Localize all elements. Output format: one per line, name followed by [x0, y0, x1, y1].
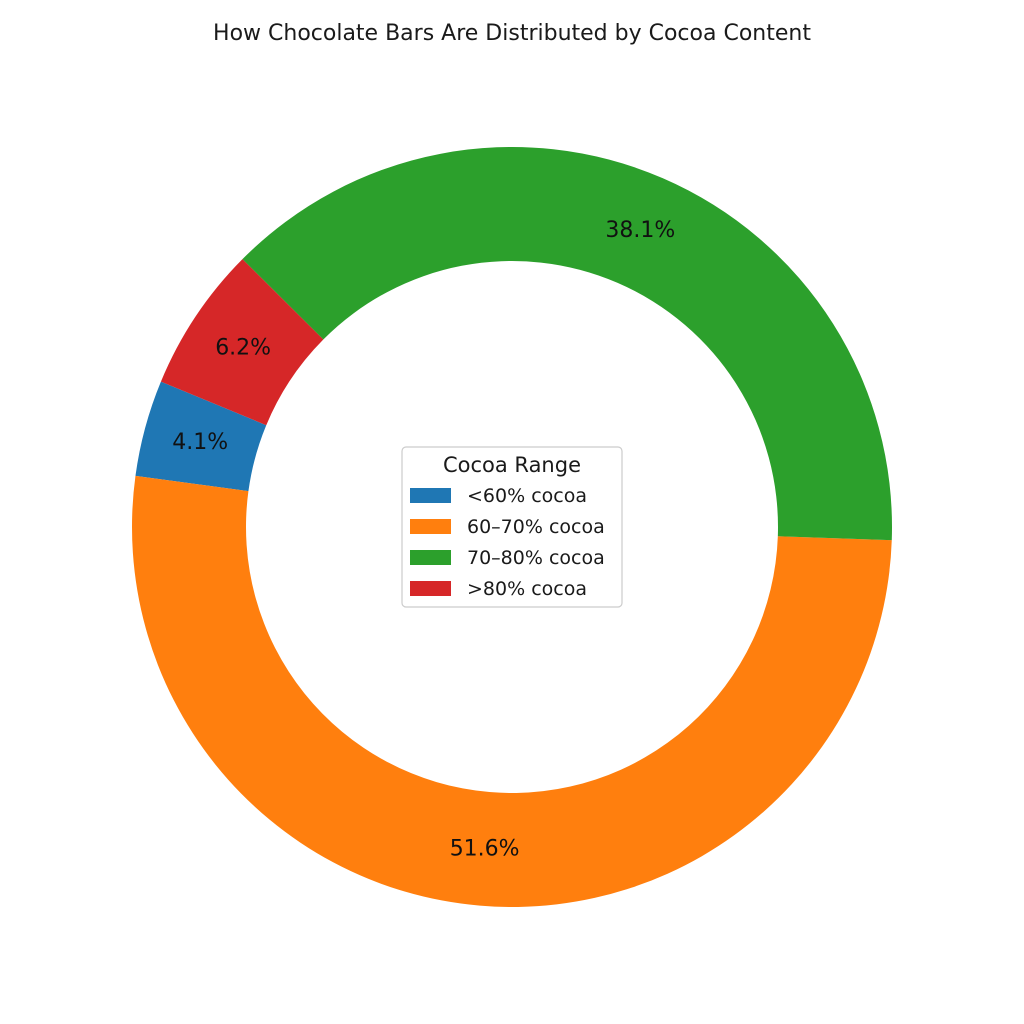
legend-swatch-1 — [410, 519, 451, 534]
legend-frame — [401, 446, 623, 608]
slice-3 — [160, 259, 324, 426]
legend-swatch-0 — [410, 488, 451, 503]
percent-labels: 4.1% 51.6% 38.1% 6.2% — [172, 218, 675, 861]
legend-items: <60% cocoa 60–70% cocoa 70–80% cocoa >80% c… — [410, 485, 605, 600]
chart-title: How Chocolate Bars Are Distributed by Co… — [213, 21, 811, 46]
legend-swatch-3 — [410, 581, 451, 596]
percent-label-2: 38.1% — [605, 218, 675, 243]
donut-slices — [132, 146, 892, 907]
legend: Cocoa Range <60% cocoa 60–70% cocoa 70–80%… — [401, 446, 623, 608]
legend-label-2: 70–80% cocoa — [467, 547, 605, 569]
legend-label-0: <60% cocoa — [467, 485, 587, 507]
slice-1 — [132, 475, 892, 907]
percent-label-0: 4.1% — [172, 430, 228, 455]
slice-2 — [242, 146, 892, 541]
legend-swatch-2 — [410, 550, 451, 565]
slice-0 — [135, 381, 267, 492]
legend-label-1: 60–70% cocoa — [467, 516, 605, 538]
percent-label-1: 51.6% — [450, 836, 520, 861]
legend-label-3: >80% cocoa — [467, 578, 587, 600]
legend-title: Cocoa Range — [443, 453, 581, 477]
percent-label-3: 6.2% — [215, 335, 271, 360]
